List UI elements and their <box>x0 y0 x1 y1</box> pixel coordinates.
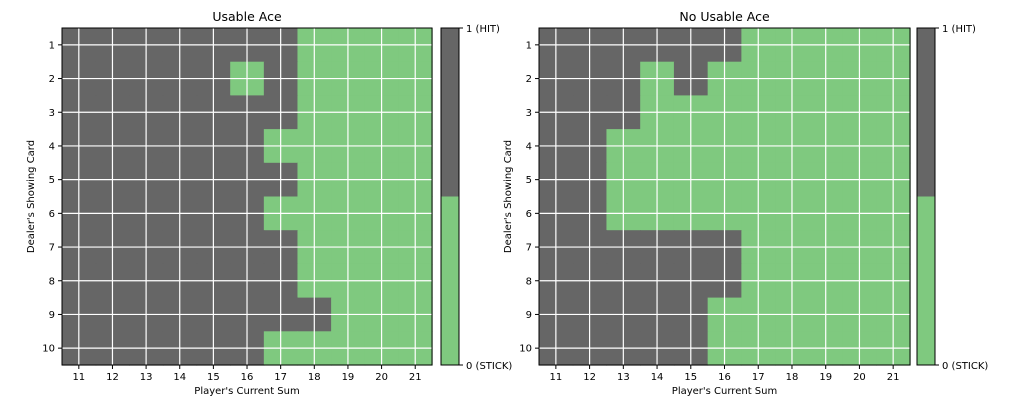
y-tick-label: 7 <box>49 243 55 254</box>
y-tick-label: 9 <box>526 310 532 321</box>
colorbar-hit-segment <box>917 28 935 197</box>
colorbar: 1 (HIT) 0 (STICK) <box>916 24 988 372</box>
x-tick-label: 12 <box>106 372 119 383</box>
x-tick-label: 15 <box>684 372 697 383</box>
y-tick-label: 5 <box>526 175 532 186</box>
x-tick-label: 14 <box>173 372 186 383</box>
x-tick-label: 14 <box>651 372 664 383</box>
colorbar-bottom-label: 0 (STICK) <box>942 361 988 372</box>
y-tick-label: 10 <box>519 344 532 355</box>
y-tick-label: 9 <box>49 310 55 321</box>
colorbar-bottom-label: 0 (STICK) <box>466 361 512 372</box>
y-axis-label: Dealer's Showing Card <box>26 140 37 253</box>
colorbar-hit-segment <box>441 28 459 197</box>
y-tick-label: 6 <box>49 209 55 220</box>
x-tick-label: 21 <box>409 372 422 383</box>
y-tick-label: 2 <box>49 74 55 85</box>
x-tick-label: 13 <box>617 372 630 383</box>
y-tick-label: 7 <box>526 243 532 254</box>
y-axis-label: Dealer's Showing Card <box>503 140 514 253</box>
y-tick-label: 10 <box>42 344 55 355</box>
colorbar: 1 (HIT) 0 (STICK) <box>440 24 512 372</box>
x-tick-label: 16 <box>241 372 254 383</box>
x-tick-label: 20 <box>853 372 866 383</box>
colorbar-stick-segment <box>917 196 935 365</box>
y-tick-label: 1 <box>526 40 532 51</box>
colorbar-frame <box>916 27 936 366</box>
x-axis-label: Player's Current Sum <box>194 386 299 397</box>
y-tick-label: 8 <box>49 276 55 287</box>
colorbar-stick-segment <box>441 196 459 365</box>
x-axis-label: Player's Current Sum <box>672 386 777 397</box>
x-tick-label: 16 <box>718 372 731 383</box>
y-tick-label: 3 <box>526 108 532 119</box>
x-tick-label: 17 <box>752 372 765 383</box>
y-tick-label: 1 <box>49 40 55 51</box>
y-tick-label: 4 <box>49 141 55 152</box>
x-tick-label: 11 <box>72 372 85 383</box>
colorbar-frame <box>440 27 460 366</box>
y-tick-label: 4 <box>526 141 532 152</box>
x-tick-label: 12 <box>583 372 596 383</box>
x-tick-label: 11 <box>549 372 562 383</box>
y-tick-label: 8 <box>526 276 532 287</box>
y-tick-label: 6 <box>526 209 532 220</box>
x-tick-label: 18 <box>308 372 321 383</box>
x-tick-label: 21 <box>887 372 900 383</box>
x-tick-label: 13 <box>140 372 153 383</box>
y-tick-label: 3 <box>49 108 55 119</box>
y-tick-label: 2 <box>526 74 532 85</box>
x-tick-label: 15 <box>207 372 220 383</box>
x-tick-label: 19 <box>342 372 355 383</box>
x-tick-label: 19 <box>819 372 832 383</box>
colorbar-top-label: 1 (HIT) <box>942 24 976 35</box>
x-tick-label: 18 <box>786 372 799 383</box>
y-tick-label: 5 <box>49 175 55 186</box>
chart-title: Usable Ace <box>212 9 282 24</box>
colorbar-top-label: 1 (HIT) <box>466 24 500 35</box>
x-tick-label: 20 <box>375 372 388 383</box>
x-tick-label: 17 <box>274 372 287 383</box>
chart-title: No Usable Ace <box>679 9 770 24</box>
